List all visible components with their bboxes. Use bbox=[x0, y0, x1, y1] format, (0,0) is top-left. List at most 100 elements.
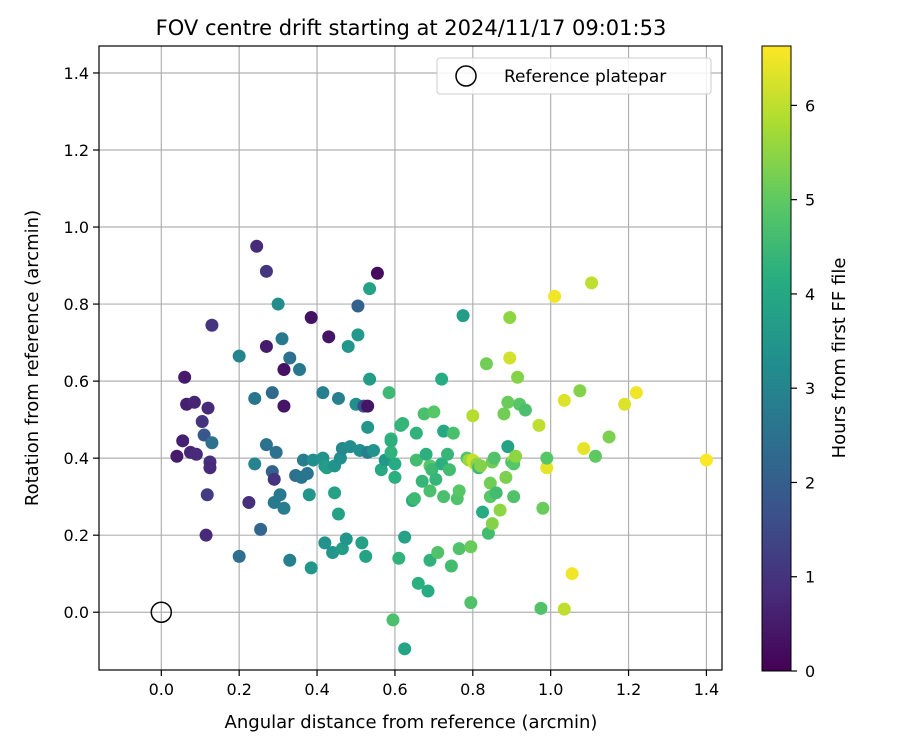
data-point bbox=[341, 339, 355, 353]
y-tick-label: 0.6 bbox=[64, 372, 89, 391]
legend-marker-icon bbox=[455, 65, 477, 87]
data-point bbox=[507, 490, 521, 504]
data-point bbox=[343, 440, 357, 454]
data-point bbox=[359, 549, 373, 563]
data-point bbox=[456, 309, 470, 323]
data-point bbox=[322, 330, 336, 344]
data-point bbox=[189, 447, 203, 461]
data-point bbox=[363, 372, 377, 386]
data-point bbox=[283, 351, 297, 365]
data-point bbox=[302, 488, 316, 502]
data-point bbox=[444, 559, 458, 573]
data-point bbox=[203, 461, 217, 475]
data-point bbox=[306, 453, 320, 467]
colorbar-tick-label: 6 bbox=[805, 96, 815, 115]
data-point bbox=[201, 401, 215, 415]
data-point bbox=[384, 434, 398, 448]
data-point bbox=[187, 395, 201, 409]
data-point bbox=[573, 384, 587, 398]
data-point bbox=[476, 505, 490, 519]
data-point bbox=[271, 297, 285, 311]
data-point bbox=[398, 530, 412, 544]
data-point bbox=[446, 426, 460, 440]
data-point bbox=[557, 393, 571, 407]
data-point bbox=[602, 430, 616, 444]
data-point bbox=[363, 282, 377, 296]
data-point bbox=[361, 399, 375, 413]
data-point bbox=[195, 415, 209, 429]
data-point bbox=[427, 405, 441, 419]
y-tick-label: 0.0 bbox=[64, 603, 89, 622]
data-point bbox=[333, 451, 347, 465]
data-point bbox=[232, 549, 246, 563]
data-point bbox=[503, 351, 517, 365]
data-point bbox=[200, 488, 214, 502]
data-point bbox=[411, 576, 425, 590]
x-tick-label: 1.0 bbox=[538, 680, 563, 699]
data-point bbox=[518, 403, 532, 417]
data-point bbox=[176, 434, 190, 448]
colorbar-tick-label: 3 bbox=[805, 379, 815, 398]
data-point bbox=[499, 470, 513, 484]
colorbar-tick-label: 4 bbox=[805, 285, 815, 304]
y-tick-label: 1.4 bbox=[64, 64, 89, 83]
x-axis-ticks: 0.0 0.2 0.4 0.6 0.8 1.0 1.2 1.4 bbox=[149, 670, 719, 699]
colorbar-tick-label: 1 bbox=[805, 568, 815, 587]
data-point bbox=[501, 440, 515, 454]
data-point bbox=[300, 467, 314, 481]
data-point bbox=[501, 395, 515, 409]
data-point bbox=[370, 266, 384, 280]
data-point bbox=[503, 311, 517, 325]
y-tick-label: 1.2 bbox=[64, 141, 89, 160]
data-point bbox=[417, 407, 431, 421]
data-point bbox=[565, 567, 579, 581]
data-point bbox=[361, 420, 375, 434]
colorbar-tick-label: 5 bbox=[805, 191, 815, 210]
x-tick-label: 0.6 bbox=[382, 680, 407, 699]
data-point bbox=[296, 453, 310, 467]
x-tick-label: 0.2 bbox=[226, 680, 251, 699]
data-point bbox=[629, 386, 643, 400]
data-point bbox=[339, 532, 353, 546]
data-point bbox=[355, 536, 369, 550]
colorbar-label: Hours from first FF file bbox=[829, 258, 850, 459]
data-point bbox=[437, 424, 451, 438]
y-tick-label: 0.2 bbox=[64, 526, 89, 545]
data-point bbox=[532, 418, 546, 432]
data-point bbox=[386, 613, 400, 627]
data-point bbox=[396, 416, 410, 430]
y-tick-label: 1.0 bbox=[64, 218, 89, 237]
data-point bbox=[534, 601, 548, 615]
data-point bbox=[392, 551, 406, 565]
data-point bbox=[382, 386, 396, 400]
data-point bbox=[407, 492, 421, 506]
data-point bbox=[699, 453, 713, 467]
data-point bbox=[618, 397, 632, 411]
data-point bbox=[452, 542, 466, 556]
data-point bbox=[304, 311, 318, 325]
data-point bbox=[548, 289, 562, 303]
data-point bbox=[388, 457, 402, 471]
data-point bbox=[331, 391, 345, 405]
data-point bbox=[277, 501, 291, 515]
data-point bbox=[588, 449, 602, 463]
data-point bbox=[479, 357, 493, 371]
data-point bbox=[277, 363, 291, 377]
y-tick-label: 0.8 bbox=[64, 295, 89, 314]
data-point bbox=[318, 536, 332, 550]
colorbar bbox=[761, 45, 792, 672]
colorbar-tick-label: 2 bbox=[805, 473, 815, 492]
data-point bbox=[442, 463, 456, 477]
data-point bbox=[464, 596, 478, 610]
y-axis-ticks: 0.0 0.2 0.4 0.6 0.8 1.0 1.2 1.4 bbox=[64, 64, 99, 622]
data-point bbox=[388, 470, 402, 484]
data-point bbox=[328, 486, 342, 500]
data-point bbox=[250, 239, 264, 253]
y-tick-label: 0.4 bbox=[64, 449, 89, 468]
data-point bbox=[452, 484, 466, 498]
data-point bbox=[265, 386, 279, 400]
data-point bbox=[557, 602, 571, 616]
data-point bbox=[466, 409, 480, 423]
data-point bbox=[259, 438, 273, 452]
x-axis-label: Angular distance from reference (arcmin) bbox=[225, 712, 598, 733]
